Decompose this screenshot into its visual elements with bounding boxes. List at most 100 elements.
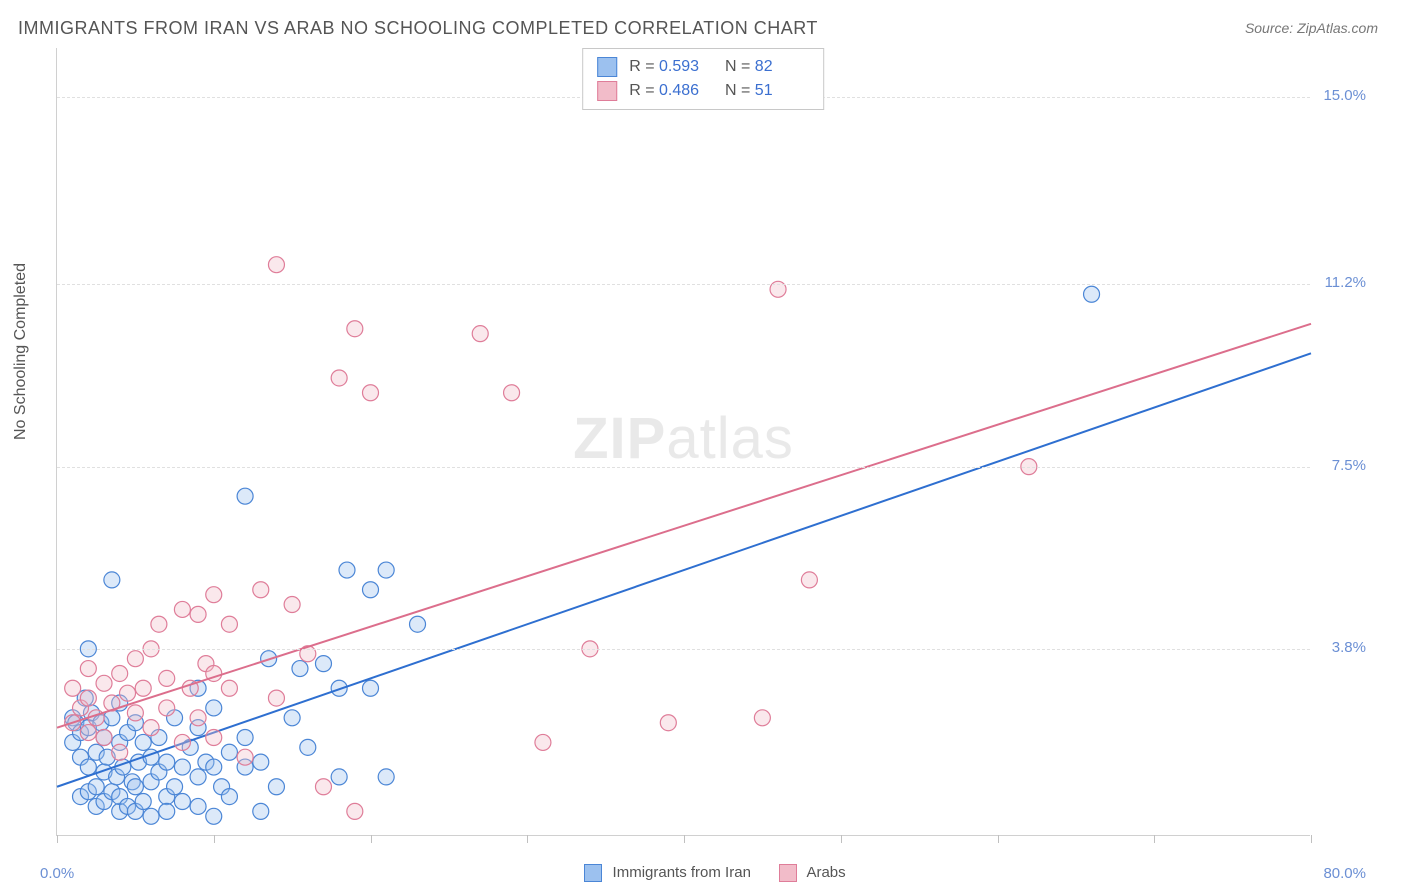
x-tick [841, 835, 842, 843]
data-point [190, 606, 206, 622]
plot-area: ZIPatlas 3.8%7.5%11.2%15.0% [56, 48, 1310, 836]
data-point [315, 779, 331, 795]
x-tick [527, 835, 528, 843]
series-legend: Immigrants from Iran Arabs [0, 864, 1406, 882]
data-point [504, 385, 520, 401]
data-point [96, 675, 112, 691]
data-point [159, 670, 175, 686]
x-tick [684, 835, 685, 843]
data-point [237, 488, 253, 504]
data-point [347, 321, 363, 337]
legend-swatch-iran [584, 864, 602, 882]
data-point [347, 803, 363, 819]
data-point [112, 665, 128, 681]
legend-label-arabs: Arabs [806, 864, 845, 881]
legend-row-series2: R = 0.486 N = 51 [597, 79, 809, 103]
y-tick-label: 15.0% [1316, 87, 1366, 104]
data-point [268, 257, 284, 273]
data-point [135, 794, 151, 810]
data-point [206, 700, 222, 716]
data-point [80, 690, 96, 706]
data-point [268, 779, 284, 795]
data-point [88, 779, 104, 795]
data-point [206, 587, 222, 603]
data-point [363, 680, 379, 696]
legend-swatch-series2 [597, 81, 617, 101]
regression-line [57, 353, 1311, 786]
data-point [80, 661, 96, 677]
data-point [167, 779, 183, 795]
data-point [237, 749, 253, 765]
data-point [363, 385, 379, 401]
x-tick [214, 835, 215, 843]
data-point [754, 710, 770, 726]
data-point [284, 710, 300, 726]
legend-row-series1: R = 0.593 N = 82 [597, 55, 809, 79]
data-point [221, 616, 237, 632]
correlation-legend: R = 0.593 N = 82 R = 0.486 N = 51 [582, 48, 824, 110]
data-point [331, 769, 347, 785]
data-point [159, 803, 175, 819]
gridline-h [57, 649, 1310, 650]
data-point [331, 370, 347, 386]
data-point [135, 680, 151, 696]
data-point [221, 744, 237, 760]
gridline-h [57, 284, 1310, 285]
data-point [378, 562, 394, 578]
data-point [206, 808, 222, 824]
y-axis-label: No Schooling Completed [12, 263, 30, 440]
chart-title: IMMIGRANTS FROM IRAN VS ARAB NO SCHOOLIN… [18, 18, 818, 39]
data-point [65, 680, 81, 696]
x-tick [1154, 835, 1155, 843]
data-point [96, 730, 112, 746]
data-point [112, 744, 128, 760]
gridline-h [57, 467, 1310, 468]
data-point [80, 725, 96, 741]
data-point [284, 597, 300, 613]
data-point [268, 690, 284, 706]
data-point [190, 798, 206, 814]
data-point [127, 705, 143, 721]
y-tick-label: 7.5% [1316, 457, 1366, 474]
regression-line [57, 324, 1311, 728]
data-point [472, 326, 488, 342]
data-point [206, 730, 222, 746]
data-point [104, 572, 120, 588]
data-point [190, 710, 206, 726]
data-point [660, 715, 676, 731]
data-point [801, 572, 817, 588]
y-tick-label: 11.2% [1316, 274, 1366, 291]
data-point [127, 651, 143, 667]
data-point [363, 582, 379, 598]
chart-container: IMMIGRANTS FROM IRAN VS ARAB NO SCHOOLIN… [0, 0, 1406, 892]
data-point [300, 739, 316, 755]
data-point [190, 769, 206, 785]
legend-swatch-arabs [779, 864, 797, 882]
data-point [159, 754, 175, 770]
data-point [143, 808, 159, 824]
plot-svg [57, 48, 1310, 835]
data-point [174, 734, 190, 750]
data-point [221, 680, 237, 696]
source-attribution: Source: ZipAtlas.com [1245, 20, 1378, 36]
data-point [127, 779, 143, 795]
data-point [221, 789, 237, 805]
legend-swatch-series1 [597, 57, 617, 77]
y-tick-label: 3.8% [1316, 639, 1366, 656]
data-point [253, 803, 269, 819]
data-point [253, 754, 269, 770]
data-point [410, 616, 426, 632]
data-point [378, 769, 394, 785]
x-tick [1311, 835, 1312, 843]
data-point [120, 685, 136, 701]
data-point [315, 656, 331, 672]
data-point [143, 720, 159, 736]
data-point [174, 601, 190, 617]
legend-label-iran: Immigrants from Iran [613, 864, 751, 881]
data-point [535, 734, 551, 750]
data-point [135, 734, 151, 750]
x-tick [57, 835, 58, 843]
data-point [237, 730, 253, 746]
data-point [292, 661, 308, 677]
data-point [151, 616, 167, 632]
